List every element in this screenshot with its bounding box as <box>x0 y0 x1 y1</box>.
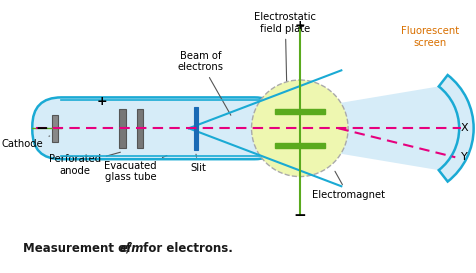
Text: Y: Y <box>461 152 468 162</box>
Wedge shape <box>439 75 474 182</box>
FancyBboxPatch shape <box>32 97 283 159</box>
Text: Measurement of: Measurement of <box>23 242 135 254</box>
Text: Evacuated
glass tube: Evacuated glass tube <box>105 156 167 182</box>
Text: Electrostatic
field plate: Electrostatic field plate <box>254 12 317 106</box>
Bar <box>137 109 143 148</box>
Text: −: − <box>36 121 49 136</box>
Text: Slit: Slit <box>190 154 206 173</box>
Text: X: X <box>461 123 469 133</box>
Text: for electrons.: for electrons. <box>139 242 233 254</box>
Text: −: − <box>293 208 306 223</box>
Bar <box>194 107 198 150</box>
Text: Fluorescent
screen: Fluorescent screen <box>401 26 459 48</box>
Text: +: + <box>97 95 107 108</box>
Circle shape <box>251 80 348 177</box>
Bar <box>51 115 59 142</box>
Text: Perforated
anode: Perforated anode <box>49 152 120 176</box>
Text: Cathode: Cathode <box>2 136 50 149</box>
Text: Electromagnet: Electromagnet <box>312 171 385 200</box>
Text: +: + <box>295 19 305 32</box>
Bar <box>275 143 325 148</box>
Text: e/m: e/m <box>119 242 144 254</box>
Bar <box>275 109 325 114</box>
Polygon shape <box>189 87 459 170</box>
Text: Beam of
electrons: Beam of electrons <box>178 51 231 115</box>
Bar <box>119 109 126 148</box>
